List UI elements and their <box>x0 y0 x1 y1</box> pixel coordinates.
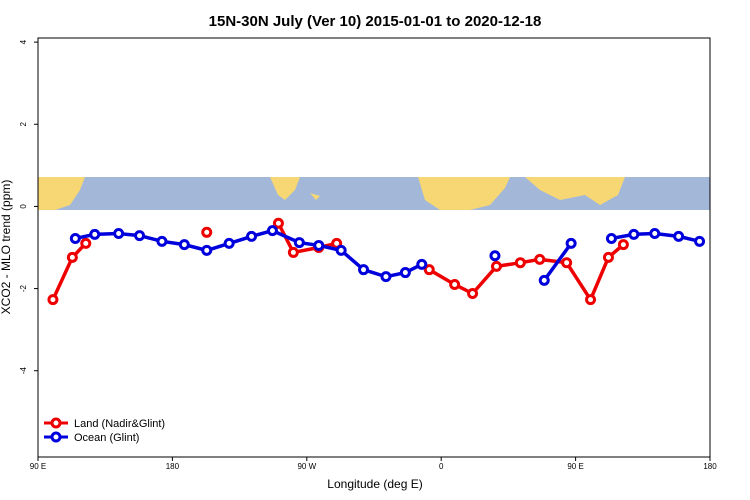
y-tick-label: 2 <box>19 121 28 126</box>
point <box>266 225 278 237</box>
legend-label: Land (Nadir&Glint) <box>74 418 165 430</box>
point <box>293 237 305 249</box>
x-tick-label: 90 W <box>297 462 316 471</box>
legend-marker <box>50 431 62 443</box>
point <box>514 257 526 269</box>
point <box>69 232 81 244</box>
point <box>449 278 461 290</box>
point <box>605 232 617 244</box>
point <box>380 271 392 283</box>
x-tick-label: 180 <box>166 462 180 471</box>
point <box>201 244 213 256</box>
point <box>89 228 101 240</box>
point <box>223 237 235 249</box>
y-tick-label: -2 <box>19 284 28 292</box>
y-tick-label: -4 <box>19 367 28 375</box>
map-strip <box>38 177 710 210</box>
point <box>585 294 597 306</box>
y-axis-label: XCO2 - MLO trend (ppm) <box>0 180 13 315</box>
point <box>561 257 573 269</box>
point <box>617 239 629 251</box>
point <box>538 274 550 286</box>
point <box>246 230 258 242</box>
point <box>423 264 435 276</box>
y-tick-label: 0 <box>19 204 28 209</box>
point <box>201 226 213 238</box>
point <box>467 288 479 300</box>
x-tick-label: 180 <box>703 462 717 471</box>
point <box>358 264 370 276</box>
point <box>534 253 546 265</box>
point <box>156 235 168 247</box>
x-axis-label: Longitude (deg E) <box>327 477 422 491</box>
point <box>134 230 146 242</box>
point <box>490 260 502 272</box>
point <box>399 267 411 279</box>
point <box>649 228 661 240</box>
plot-frame <box>37 37 711 458</box>
chart-title: 15N-30N July (Ver 10) 2015-01-01 to 2020… <box>209 13 542 30</box>
legend-label: Ocean (Glint) <box>74 432 139 444</box>
point <box>489 250 501 262</box>
x-tick-label: 90 E <box>30 462 46 471</box>
point <box>80 237 92 249</box>
point <box>694 235 706 247</box>
point <box>113 228 125 240</box>
point <box>565 237 577 249</box>
point <box>602 251 614 263</box>
x-tick-label: 90 E <box>567 462 583 471</box>
point <box>628 228 640 240</box>
y-tick-label: 4 <box>19 39 28 44</box>
point <box>673 230 685 242</box>
point <box>335 244 347 256</box>
point <box>47 294 59 306</box>
point <box>66 251 78 263</box>
point <box>178 239 190 251</box>
point <box>287 246 299 258</box>
legend-marker <box>50 417 62 429</box>
point <box>416 258 428 270</box>
point <box>272 217 284 229</box>
point <box>313 239 325 251</box>
x-tick-label: 0 <box>439 462 444 471</box>
